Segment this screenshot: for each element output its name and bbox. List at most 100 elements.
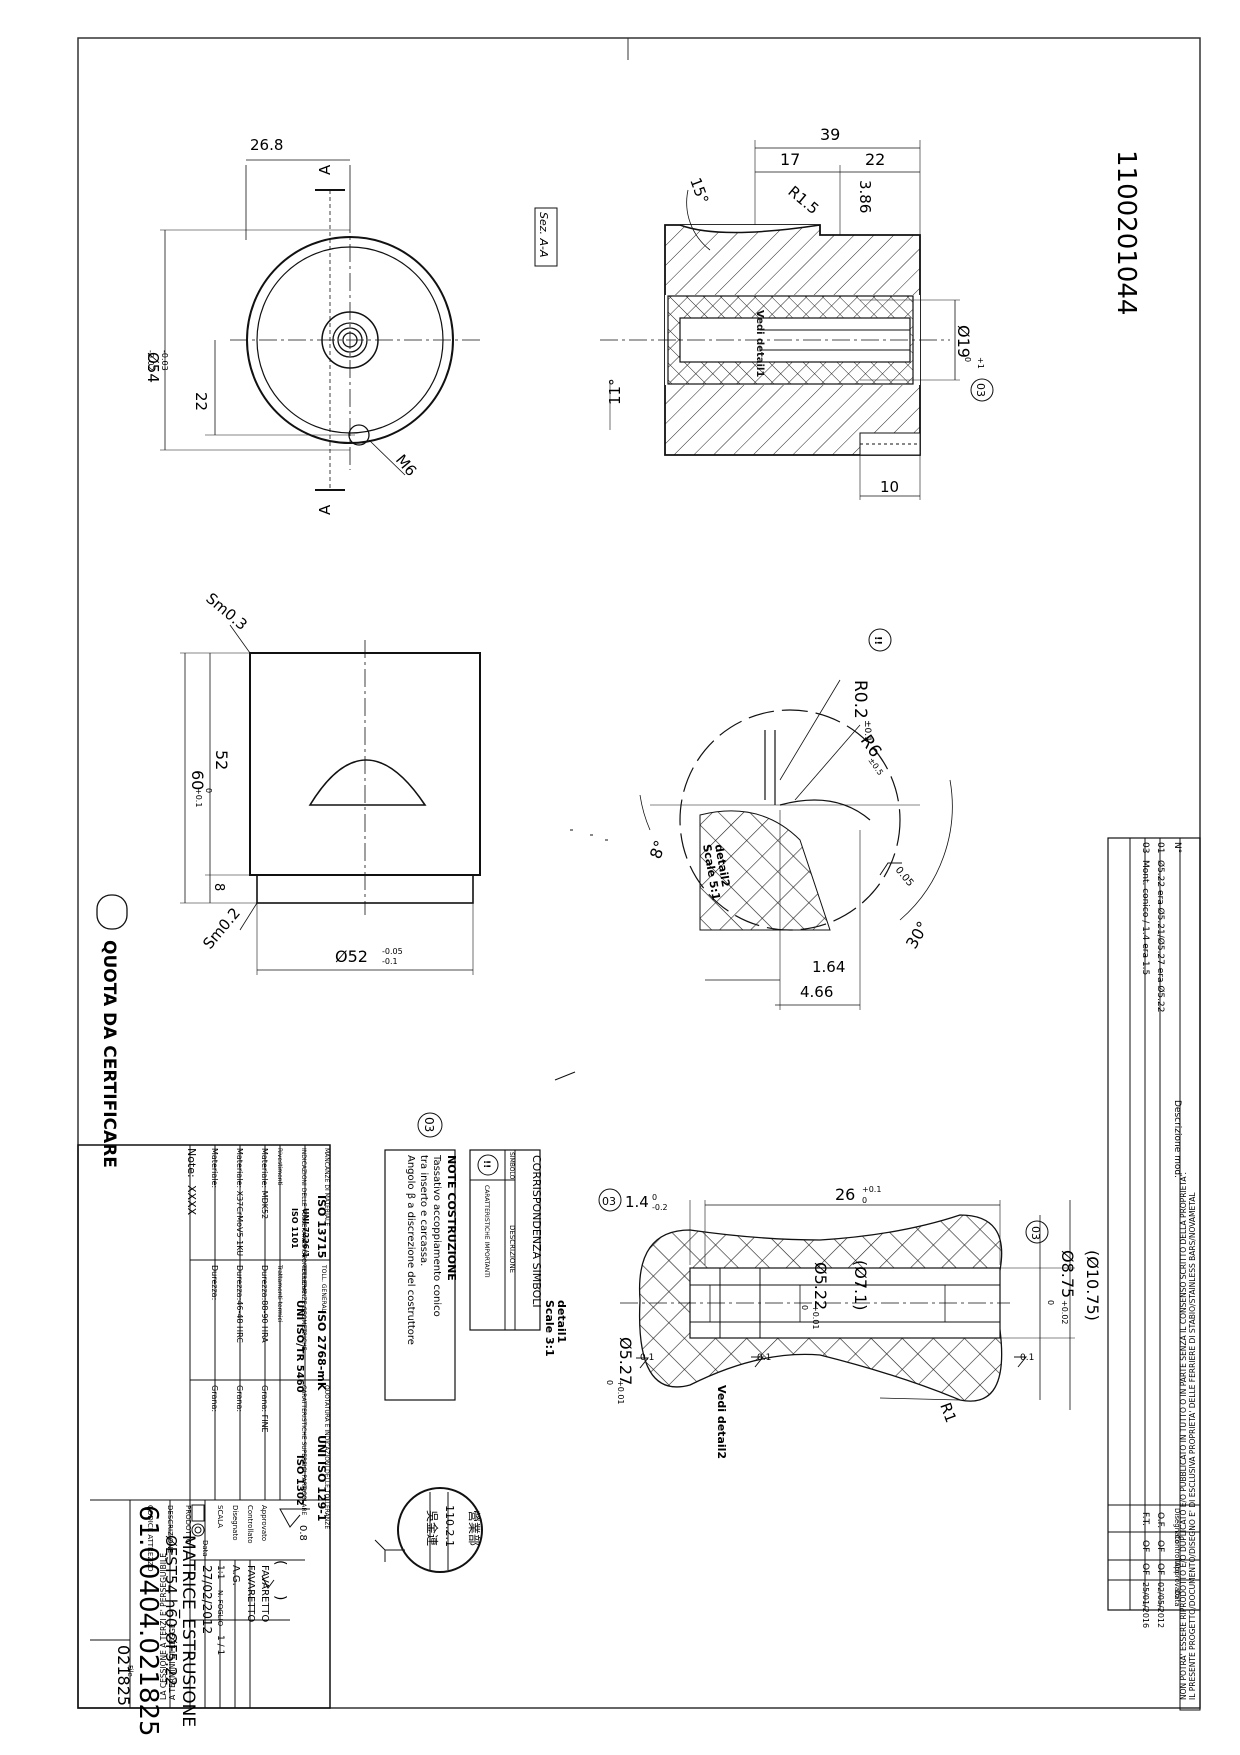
detail2-r02-tol: ±0.1 — [862, 720, 872, 742]
tb-iso1101: ISO 1101 — [290, 1208, 299, 1249]
tb-mancanze: MANCANZE DI MATERIALE — [323, 1148, 330, 1226]
tb-uni7226: UNI 7226/1 — [301, 1208, 310, 1258]
detail1-view — [620, 1200, 1075, 1410]
section-angle-15: 15° — [686, 175, 712, 206]
section-view — [600, 140, 960, 500]
tb-note-value: XXXX — [185, 1185, 198, 1216]
detail1-dia522-tol-b: 0 — [800, 1305, 809, 1310]
section-dim-386: 3.86 — [856, 180, 874, 213]
notes-cert: 03 — [422, 1117, 436, 1132]
tb-mat2-grain: Grana: — [235, 1385, 244, 1412]
front-thread: M6 — [392, 451, 420, 480]
rev-sign2-approved: OF — [1140, 1563, 1150, 1575]
detail1-cert-03b: 03 — [1029, 1226, 1042, 1240]
rev-head-drawn: Disegnato — [1173, 1508, 1181, 1544]
detail2-dim-466: 4.66 — [800, 983, 833, 1001]
stamp-bottom: 吳金連 — [425, 1510, 440, 1546]
section-radius: R1.5 — [784, 182, 822, 218]
svg-text:): ) — [272, 1595, 288, 1600]
tb-iso13715: ISO 13715 — [315, 1195, 328, 1258]
section-dim-22: 22 — [865, 150, 885, 169]
side-dim-60: 60 — [188, 770, 207, 790]
tb-indicazioni: INDICAZIONI DELLE TOLLERANZE GEOMETRICHE — [300, 1148, 307, 1294]
rev-row2-desc: Mont. conico / 1.4 era 1.5 — [1140, 860, 1150, 975]
tb-toll-generali: TOLL. GENERALI — [320, 1264, 327, 1314]
detail2-view — [639, 679, 953, 1010]
detail2-rough: 0.05 — [893, 865, 916, 889]
tb-scale-value: 1:1 — [215, 1565, 225, 1579]
tb-checked-label: Controllato — [246, 1505, 254, 1544]
side-dim-60-tol: +0.1 — [194, 788, 203, 807]
tb-mat1-label: Materiale: MDK52 — [260, 1148, 269, 1219]
tb-uni-iso-129: UNI ISO 129-1 — [315, 1435, 328, 1521]
tb-iso2768: ISO 2768-mK — [315, 1310, 328, 1391]
tb-mat3-label: Materiale: — [210, 1148, 219, 1188]
detail2-dim-164: 1.64 — [812, 958, 845, 976]
notes-box — [384, 1149, 456, 1401]
notes-title: NOTE COSTRUZIONE — [445, 1155, 458, 1281]
rev-row2-n: 03 — [1140, 842, 1150, 853]
symbols-col-desc: DESCRIZIONE — [508, 1225, 516, 1273]
detail1-dia875-tol-b: 0 — [1046, 1300, 1055, 1305]
tb-iso1302: ISO 1302 — [294, 1455, 305, 1506]
detail1-cert-03a: 03 — [602, 1195, 616, 1208]
tb-sheet-value: 1 / 1 — [215, 1635, 225, 1655]
tb-date-label: Data — [201, 1540, 209, 1557]
notes-line3: Angolo β a discrezione del costruttore — [405, 1155, 416, 1345]
symbols-col-symbol: SIMBOLO — [508, 1152, 515, 1180]
approval-stamp — [397, 1487, 483, 1573]
detail1-scale: Scale 3:1 — [543, 1300, 556, 1357]
tb-uni-iso-tr5460: UNI ISO/TR 5460 — [294, 1300, 305, 1393]
tb-rough-general: 0.8 — [297, 1525, 308, 1541]
section-mark-top: A — [316, 164, 334, 175]
rev-sign2-checked: OF — [1140, 1540, 1150, 1552]
section-mark-bottom: A — [316, 504, 334, 515]
tb-trattamenti: Trattamenti termici — [276, 1264, 283, 1323]
detail1-rough-a: 0.1 — [1020, 1353, 1034, 1363]
front-dim-22: 22 — [192, 392, 210, 411]
section-dia19: Ø19 — [954, 325, 973, 358]
projection-symbol-icon — [191, 1504, 205, 1537]
detail1-dia875-tol-a: +0.02 — [1060, 1300, 1069, 1325]
detail1-dim-26-tol-b: 0 — [862, 1196, 867, 1205]
tb-mat2-hard: Durezza:46-48 HRC — [235, 1265, 244, 1343]
title-block — [77, 1144, 331, 1709]
tb-mat1-grain: Grana: FINE — [260, 1385, 269, 1433]
symbols-title: CORRISPONDENZA SIMBOLI — [530, 1155, 543, 1308]
revision-block — [1107, 837, 1201, 1711]
rev-head-checked: Controllato — [1173, 1535, 1181, 1574]
detail1-dia527-tol-a: +0.01 — [616, 1380, 625, 1405]
tb-rivestimenti: Rivestimenti — [276, 1148, 283, 1186]
section-label: Sez. A-A — [537, 212, 550, 258]
tb-mat3-grain: Grana: — [210, 1385, 219, 1412]
tb-qualita: QUOTATURA E INDICAZIONI DELLE TOLLERANZE — [323, 1385, 330, 1529]
stamp-top: 營業部 — [467, 1510, 482, 1546]
detail1-r1: R1 — [936, 1400, 960, 1425]
side-view — [180, 624, 481, 975]
detail2-symbol: !! — [872, 636, 883, 645]
legal-line2: NON POTRA' ESSERE RIPRODOTTO E/O DUPLICA… — [1179, 1172, 1188, 1700]
side-dia52-tol-upper: -0.05 — [382, 947, 403, 956]
stamp-middle: 110.2.1 — [443, 1505, 456, 1547]
rev-head-desc: Descrizione mod. — [1172, 1100, 1182, 1178]
tb-sheet-label: N. FOGLIO — [216, 1590, 224, 1627]
detail1-dim-14: 1.4 — [625, 1193, 649, 1211]
front-dim-top: 26.8 — [250, 136, 283, 154]
tb-code-label: CODICE ATTREZZO — [146, 1505, 154, 1572]
rev-head-date: Data — [1173, 1590, 1181, 1607]
rev-row1-desc: Ø5.22 era Ø5.21/Ø5.27 era Ø5.22 — [1155, 860, 1166, 1012]
tb-product-value: MATRICE_ESTRUSIONE — [178, 1535, 198, 1727]
section-dia19-tol2: 0 — [963, 357, 972, 362]
tb-checked-value: FAVARETTO — [245, 1565, 256, 1622]
detail1-dia527: Ø5.27 — [616, 1337, 635, 1385]
side-sm03: Sm0.3 — [202, 589, 250, 634]
certify-legend: QUOTA DA CERTIFICARE — [99, 940, 119, 1168]
detail1-dia875: Ø8.75 — [1058, 1250, 1077, 1298]
side-dim-60-tol2: 0 — [204, 788, 213, 793]
tb-caratteristiche: CARATTERISTICHE SUPERFICI PARTICOLARE — [300, 1385, 307, 1515]
section-angle-11: 11° — [606, 378, 624, 405]
tb-approved-label: Approvato — [260, 1505, 268, 1541]
detail1-label: detail1 — [555, 1300, 568, 1343]
tb-mat2-label: Materiale: X37CrMoV5 1KU — [235, 1148, 244, 1256]
